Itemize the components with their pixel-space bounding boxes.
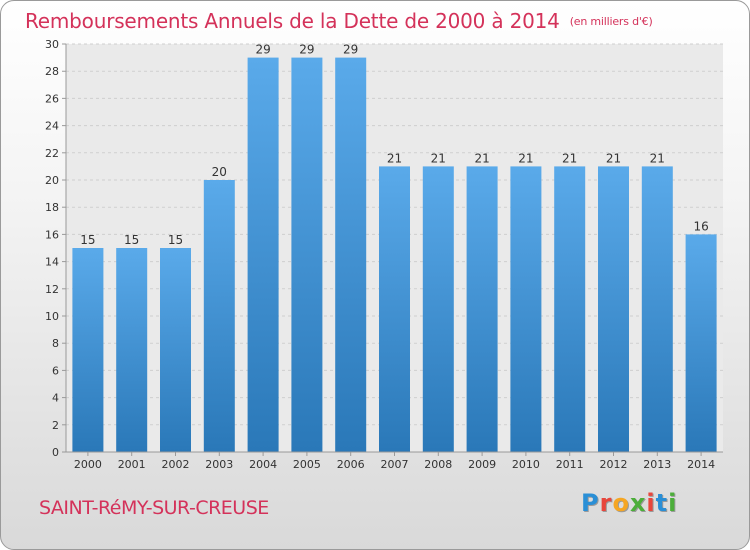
bar-2009 xyxy=(466,166,498,452)
data-label-2005: 29 xyxy=(299,43,314,57)
data-label-2008: 21 xyxy=(431,151,446,165)
data-label-2010: 21 xyxy=(518,151,533,165)
x-tick-label-2001: 2001 xyxy=(118,458,146,471)
data-label-2013: 21 xyxy=(650,151,665,165)
data-label-2011: 21 xyxy=(562,151,577,165)
bars: 15 15 15 20 29 29 29 21 21 21 21 21 21 21 16 xyxy=(72,43,717,452)
x-tick-label-2007: 2007 xyxy=(381,458,409,471)
chart-unit-note: (en milliers d'€) xyxy=(569,15,653,28)
data-label-2001: 15 xyxy=(124,233,139,247)
y-tick-label: 22 xyxy=(45,147,59,160)
bar-2003 xyxy=(203,180,235,452)
x-tick-label-2000: 2000 xyxy=(74,458,102,471)
x-tick-label-2003: 2003 xyxy=(205,458,233,471)
logo-letter: x xyxy=(629,489,647,517)
data-label-2009: 21 xyxy=(474,151,489,165)
chart-title: Remboursements Annuels de la Dette de 20… xyxy=(25,9,653,33)
bar-2004 xyxy=(247,57,279,452)
x-tick-label-2008: 2008 xyxy=(424,458,452,471)
y-tick-label: 20 xyxy=(45,174,59,187)
y-tick-label: 0 xyxy=(52,446,59,459)
y-tick-label: 24 xyxy=(45,120,59,133)
bar-2014 xyxy=(685,234,717,452)
x-tick-label-2011: 2011 xyxy=(556,458,584,471)
data-label-2002: 15 xyxy=(168,233,183,247)
data-label-2003: 20 xyxy=(212,165,227,179)
logo-letter: o xyxy=(612,489,630,517)
y-tick-label: 30 xyxy=(45,38,59,51)
y-tick-label: 6 xyxy=(52,364,59,377)
x-axis-ticks: 2000 2001 2002 2003 2004 2005 2006 2007 2008 2009… xyxy=(74,452,715,471)
y-tick-label: 4 xyxy=(52,392,59,405)
y-tick-label: 16 xyxy=(45,228,59,241)
data-label-2006: 29 xyxy=(343,43,358,57)
x-tick-label-2013: 2013 xyxy=(643,458,671,471)
data-label-2007: 21 xyxy=(387,151,402,165)
bar-2006 xyxy=(335,57,367,452)
x-tick-label-2004: 2004 xyxy=(249,458,277,471)
logo-letter: i xyxy=(646,489,656,517)
y-tick-label: 18 xyxy=(45,201,59,214)
data-label-2004: 29 xyxy=(255,43,270,57)
x-tick-label-2010: 2010 xyxy=(512,458,540,471)
y-tick-label: 28 xyxy=(45,65,59,78)
logo-letter: P xyxy=(581,489,600,517)
bar-2012 xyxy=(598,166,629,452)
bar-2010 xyxy=(510,166,542,452)
x-tick-label-2014: 2014 xyxy=(687,458,715,471)
bar-2007 xyxy=(379,166,410,452)
x-tick-label-2006: 2006 xyxy=(337,458,365,471)
bar-2000 xyxy=(72,248,104,452)
x-tick-label-2012: 2012 xyxy=(600,458,628,471)
x-tick-label-2002: 2002 xyxy=(162,458,190,471)
data-label-2014: 16 xyxy=(693,219,708,233)
y-tick-label: 14 xyxy=(45,256,59,269)
data-label-2012: 21 xyxy=(606,151,621,165)
x-tick-label-2009: 2009 xyxy=(468,458,496,471)
y-tick-label: 10 xyxy=(45,310,59,323)
x-tick-label-2005: 2005 xyxy=(293,458,321,471)
y-tick-label: 8 xyxy=(52,337,59,350)
bar-2002 xyxy=(160,248,191,452)
bar-2001 xyxy=(116,248,148,452)
proxiti-logo[interactable]: Proxiti xyxy=(581,489,677,517)
logo-letter: i xyxy=(668,489,678,517)
bar-2008 xyxy=(422,166,454,452)
logo-letter: r xyxy=(599,489,613,517)
bar-2011 xyxy=(554,166,586,452)
bar-2005 xyxy=(291,57,323,452)
y-tick-label: 12 xyxy=(45,283,59,296)
location-name: SAINT-RéMY-SUR-CREUSE xyxy=(39,497,269,519)
logo-letter: t xyxy=(655,489,669,517)
y-tick-label: 2 xyxy=(52,419,59,432)
y-tick-label: 26 xyxy=(45,92,59,105)
bar-2013 xyxy=(641,166,673,452)
chart-title-text: Remboursements Annuels de la Dette de 20… xyxy=(25,9,560,33)
data-label-2000: 15 xyxy=(80,233,95,247)
